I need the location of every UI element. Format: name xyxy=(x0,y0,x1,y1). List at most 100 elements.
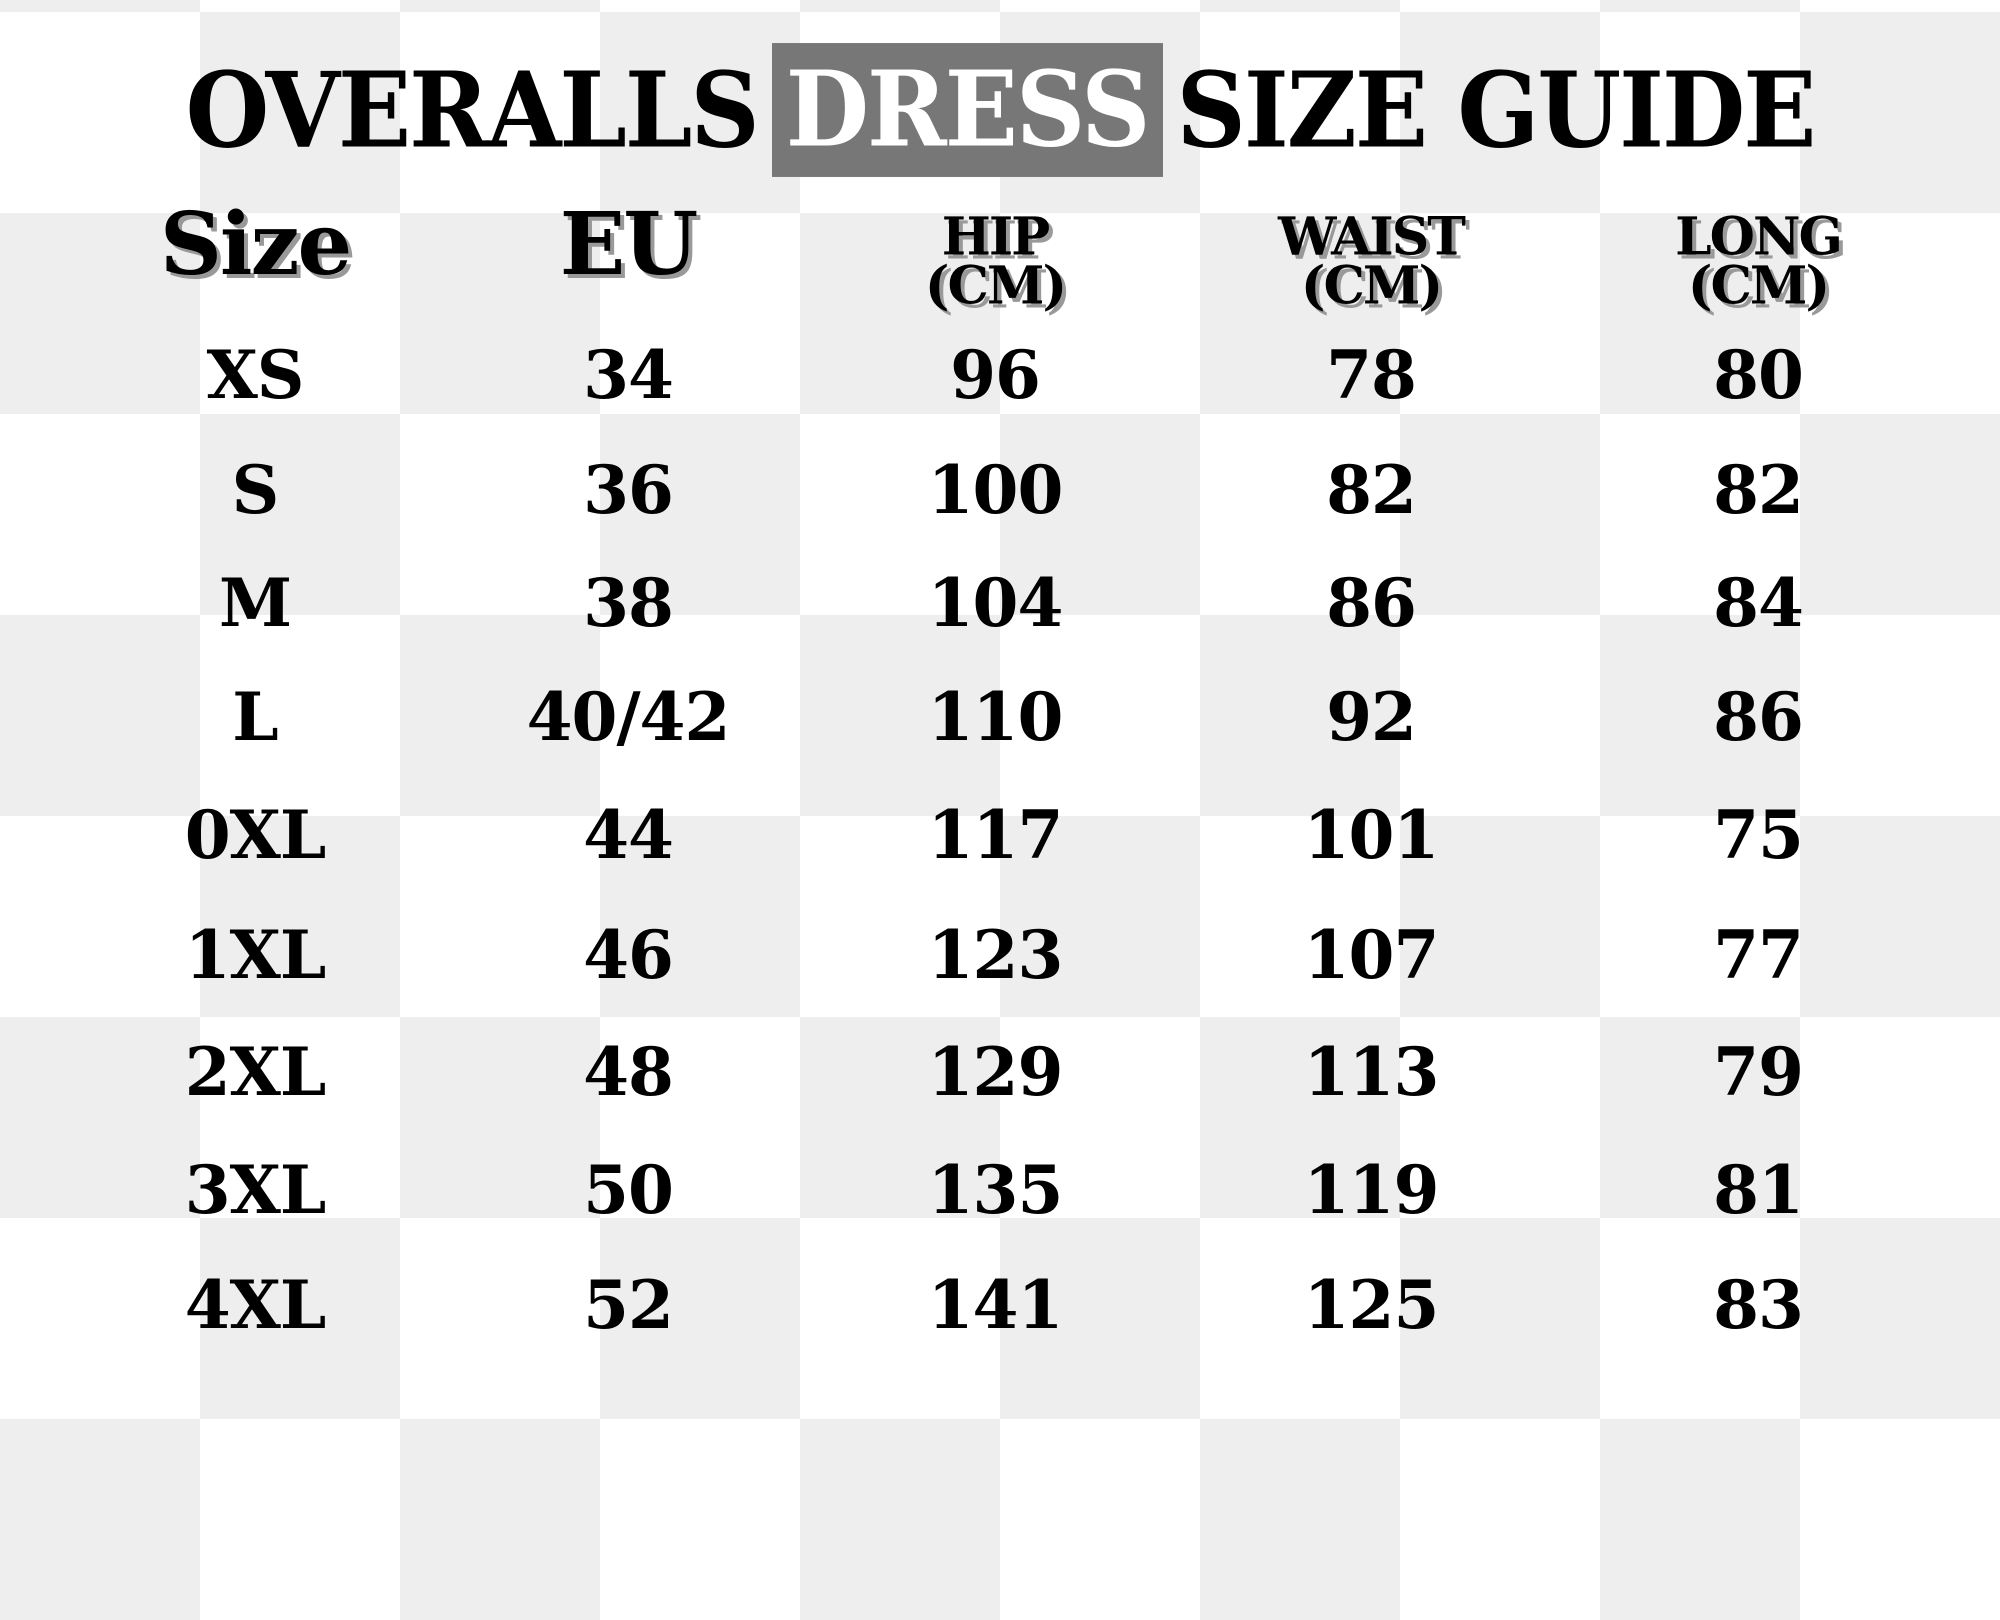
table-cell: 81 xyxy=(1713,1151,1804,1229)
checker-square xyxy=(0,0,200,12)
column-header: Size xyxy=(159,194,352,295)
checker-square xyxy=(200,12,400,213)
checker-square xyxy=(1000,1218,1200,1419)
checker-square xyxy=(600,414,800,615)
checker-square xyxy=(1800,816,2000,1017)
table-cell: 36 xyxy=(583,451,674,529)
table-cell: 48 xyxy=(583,1033,674,1111)
table-cell: 101 xyxy=(1303,796,1440,874)
size-label: L xyxy=(232,678,278,756)
header-line2: (CM) xyxy=(1300,256,1443,317)
column-header: HIP (CM) xyxy=(924,206,1067,317)
checker-square xyxy=(400,1419,600,1620)
header-line2: (CM) xyxy=(924,256,1067,317)
table-cell: 100 xyxy=(927,451,1064,529)
table-cell: 117 xyxy=(927,796,1064,874)
checker-square xyxy=(400,615,600,816)
table-cell: 129 xyxy=(927,1033,1064,1111)
column-header: EU xyxy=(559,194,699,295)
table-cell: 75 xyxy=(1713,796,1804,874)
title-part2: SIZE GUIDE xyxy=(1176,48,1817,172)
checker-square xyxy=(400,213,600,414)
size-label: 0XL xyxy=(184,796,327,874)
table-cell: 83 xyxy=(1713,1266,1804,1344)
table-cell: 110 xyxy=(927,678,1064,756)
checker-square xyxy=(1800,1218,2000,1419)
checker-square xyxy=(1600,1419,1800,1620)
table-cell: 50 xyxy=(583,1151,674,1229)
table-cell: 82 xyxy=(1713,451,1804,529)
checker-square xyxy=(600,1218,800,1419)
checker-square xyxy=(1000,414,1200,615)
checker-square xyxy=(200,816,400,1017)
size-label: 4XL xyxy=(184,1266,327,1344)
table-cell: 40/42 xyxy=(526,678,731,756)
table-cell: 107 xyxy=(1303,916,1440,994)
column-header: LONG (CM) xyxy=(1675,206,1843,317)
checker-square xyxy=(0,213,200,414)
table-cell: 46 xyxy=(583,916,674,994)
table-cell: 135 xyxy=(927,1151,1064,1229)
checker-square xyxy=(1800,12,2000,213)
table-cell: 104 xyxy=(927,564,1064,642)
table-cell: 52 xyxy=(583,1266,674,1344)
table-cell: 96 xyxy=(950,336,1041,414)
checker-square xyxy=(1200,213,1400,414)
checker-square xyxy=(1400,816,1600,1017)
checker-square xyxy=(1800,414,2000,615)
checker-square xyxy=(200,414,400,615)
page-title: OVERALLS DRESS SIZE GUIDE xyxy=(0,43,2000,177)
table-cell: 82 xyxy=(1326,451,1417,529)
header-line1: HIP xyxy=(941,206,1051,268)
table-cell: 86 xyxy=(1326,564,1417,642)
size-label: 3XL xyxy=(184,1151,327,1229)
checker-square xyxy=(200,1218,400,1419)
checker-square xyxy=(800,615,1000,816)
checker-square xyxy=(1400,12,1600,213)
table-cell: 80 xyxy=(1713,336,1804,414)
table-cell: 38 xyxy=(583,564,674,642)
size-label: M xyxy=(218,564,292,642)
checker-square xyxy=(1400,1218,1600,1419)
checker-square xyxy=(1200,1419,1400,1620)
header-line1: WAIST xyxy=(1278,206,1466,268)
table-cell: 123 xyxy=(927,916,1064,994)
table-cell: 92 xyxy=(1326,678,1417,756)
column-header: WAIST (CM) xyxy=(1278,206,1466,317)
checker-square xyxy=(1200,615,1400,816)
table-cell: 113 xyxy=(1303,1033,1440,1111)
table-cell: 141 xyxy=(927,1266,1064,1344)
checker-square xyxy=(800,213,1000,414)
checker-square xyxy=(1400,414,1600,615)
table-cell: 77 xyxy=(1713,916,1804,994)
checker-square xyxy=(400,1017,600,1218)
title-highlight: DRESS xyxy=(771,43,1163,177)
checker-square xyxy=(0,615,200,816)
size-label: XS xyxy=(206,336,305,414)
checker-square xyxy=(1600,615,1800,816)
checker-square xyxy=(600,816,800,1017)
checker-square xyxy=(1200,0,1400,12)
checker-square xyxy=(600,12,800,213)
table-cell: 125 xyxy=(1303,1266,1440,1344)
checker-square xyxy=(1200,1017,1400,1218)
table-cell: 78 xyxy=(1326,336,1417,414)
checker-square xyxy=(800,0,1000,12)
checker-square xyxy=(1600,213,1800,414)
header-line1: LONG xyxy=(1675,206,1843,268)
table-cell: 44 xyxy=(583,796,674,874)
checker-square xyxy=(1600,1017,1800,1218)
checker-square xyxy=(0,1419,200,1620)
table-cell: 34 xyxy=(583,336,674,414)
size-label: 1XL xyxy=(184,916,327,994)
checker-square xyxy=(0,1017,200,1218)
size-label: 2XL xyxy=(184,1033,327,1111)
checker-square xyxy=(400,0,600,12)
header-line2: (CM) xyxy=(1687,256,1830,317)
checker-square xyxy=(800,1419,1000,1620)
checker-square xyxy=(1000,816,1200,1017)
table-cell: 79 xyxy=(1713,1033,1804,1111)
size-label: S xyxy=(231,451,280,529)
table-cell: 84 xyxy=(1713,564,1804,642)
title-part1: OVERALLS xyxy=(185,48,760,172)
